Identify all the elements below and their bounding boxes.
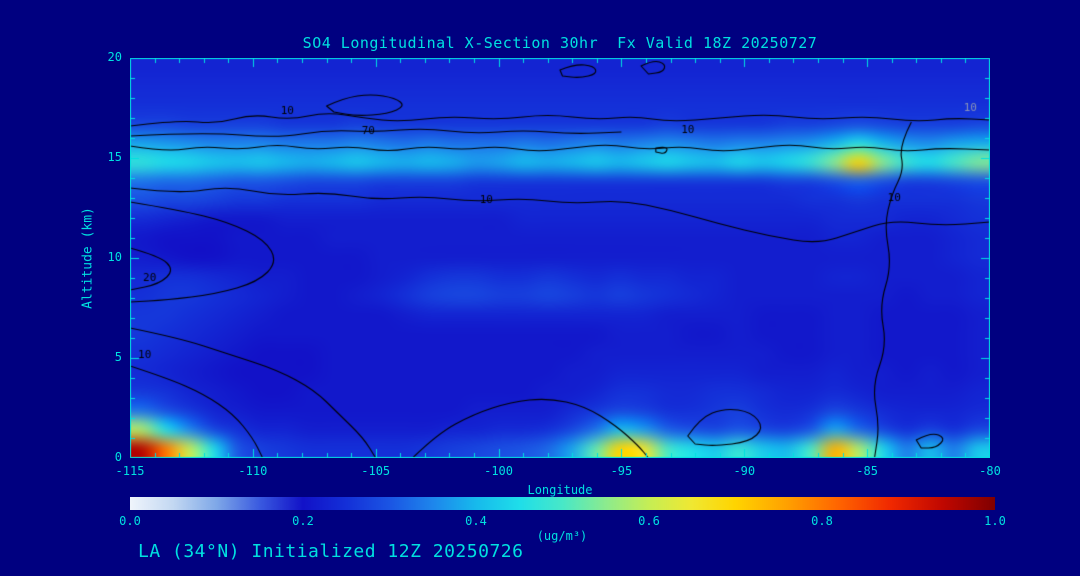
colorbar-tick-label: 0.0 xyxy=(119,514,141,528)
colorbar-canvas xyxy=(130,497,995,510)
x-axis-label: Longitude xyxy=(527,483,593,497)
x-tick-label: -95 xyxy=(610,464,633,478)
chart-title: SO4 Longitudinal X-Section 30hr Fx Valid… xyxy=(302,34,818,52)
x-tick-label: -110 xyxy=(238,464,268,478)
y-tick-label: 0 xyxy=(114,450,122,464)
x-tick-label: -90 xyxy=(733,464,756,478)
y-tick-label: 5 xyxy=(114,350,122,364)
x-tick-label: -80 xyxy=(979,464,1001,478)
init-caption: LA (34°N) Initialized 12Z 20250726 xyxy=(138,541,524,562)
x-tick-label: -85 xyxy=(856,464,878,478)
colorbar-tick-label: 0.2 xyxy=(292,514,314,528)
colorbar-tick-label: 0.6 xyxy=(638,514,660,528)
colorbar-tick-label: 1.0 xyxy=(984,514,1006,528)
colorbar-units: (ug/m³) xyxy=(536,529,588,543)
plot-canvas xyxy=(130,58,990,458)
x-tick-label: -105 xyxy=(361,464,391,478)
y-tick-label: 10 xyxy=(107,250,122,264)
colorbar-tick-label: 0.8 xyxy=(811,514,833,528)
y-tick-label: 20 xyxy=(107,50,122,64)
x-tick-label: -100 xyxy=(484,464,514,478)
colorbar-tick-label: 0.4 xyxy=(465,514,487,528)
y-tick-label: 15 xyxy=(107,150,122,164)
x-tick-label: -115 xyxy=(115,464,145,478)
